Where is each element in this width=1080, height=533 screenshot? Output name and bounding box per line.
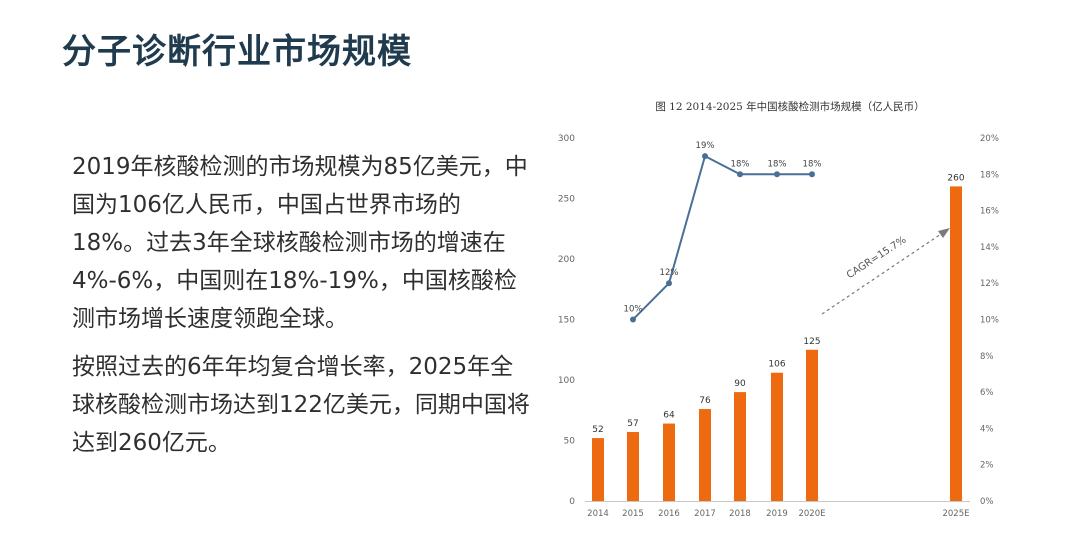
y-right-tick-label: 18% xyxy=(980,170,999,180)
growth-point xyxy=(666,280,672,287)
y-right-tick-label: 2% xyxy=(980,461,994,471)
y-left-tick-label: 150 xyxy=(558,316,575,326)
bar-value-label: 260 xyxy=(947,173,964,183)
bar xyxy=(806,349,818,501)
y-left-tick-label: 250 xyxy=(558,195,575,205)
cagr-arrow-line xyxy=(821,231,945,315)
growth-value-label: 18% xyxy=(803,159,822,169)
bar xyxy=(627,432,639,501)
x-tick-label: 2017 xyxy=(694,509,716,519)
x-tick-label: 2018 xyxy=(729,509,751,519)
chart-title: 图 12 2014-2025 年中国核酸检测市场规模（亿人民币） xyxy=(655,100,924,113)
growth-point xyxy=(630,316,636,323)
y-right-tick-label: 10% xyxy=(980,316,999,326)
paragraph-2: 按照过去的6年年均复合增长率，2025年全球核酸检测市场达到122亿美元，同期中… xyxy=(72,354,530,456)
cagr-arrow-head xyxy=(938,228,950,238)
bar-value-label: 125 xyxy=(803,337,820,347)
x-tick-label: 2020E xyxy=(798,509,825,519)
paragraph-1: 2019年核酸检测的市场规模为85亿美元，中国为106亿人民币，中国占世界市场的… xyxy=(72,154,528,332)
bar xyxy=(771,372,783,501)
bar xyxy=(734,392,746,501)
x-tick-label: 2025E xyxy=(942,509,969,519)
body-text: 2019年核酸检测的市场规模为85亿美元，中国为106亿人民币，中国占世界市场的… xyxy=(72,148,532,462)
y-left-tick-label: 300 xyxy=(558,134,575,144)
y-left-tick-label: 50 xyxy=(564,437,576,447)
y-right-tick-label: 6% xyxy=(980,388,994,398)
x-tick-label: 2014 xyxy=(587,509,609,519)
y-right-tick-label: 14% xyxy=(980,243,999,253)
page-title: 分子诊断行业市场规模 xyxy=(62,32,412,72)
growth-value-label: 18% xyxy=(731,159,750,169)
chart: 图 12 2014-2025 年中国核酸检测市场规模（亿人民币） 0 50 100 15… xyxy=(540,92,1070,528)
x-tick-label: 2015 xyxy=(622,509,644,519)
y-right-tick-label: 12% xyxy=(980,279,999,289)
x-tick-label: 2016 xyxy=(658,509,680,519)
growth-point xyxy=(737,171,743,178)
y-right-tick-label: 8% xyxy=(980,352,994,362)
y-right-tick-label: 0% xyxy=(980,497,994,507)
growth-value-label: 19% xyxy=(696,141,715,151)
growth-point xyxy=(774,171,780,178)
bar-value-label: 106 xyxy=(768,360,785,370)
growth-point xyxy=(702,153,708,160)
y-right-tick-label: 20% xyxy=(980,134,999,144)
growth-value-label: 10% xyxy=(624,305,643,315)
x-tick-label: 2019 xyxy=(766,509,788,519)
y-left-tick-label: 100 xyxy=(558,376,575,386)
y-right-tick-label: 4% xyxy=(980,424,994,434)
y-left-tick-label: 200 xyxy=(558,255,575,265)
growth-line xyxy=(632,154,812,321)
bar-value-label: 52 xyxy=(592,425,603,435)
y-left-tick-label: 0 xyxy=(569,497,575,507)
bar xyxy=(699,409,711,501)
bar-value-label: 76 xyxy=(699,396,711,406)
bar xyxy=(950,186,962,501)
y-right-tick-label: 16% xyxy=(980,207,999,217)
growth-value-label: 12% xyxy=(660,268,679,278)
bar-value-label: 64 xyxy=(663,411,675,421)
bar-value-label: 90 xyxy=(734,379,746,389)
growth-point xyxy=(809,171,815,178)
chart-svg: 图 12 2014-2025 年中国核酸检测市场规模（亿人民币） 0 50 100 15… xyxy=(558,100,999,519)
growth-value-label: 18% xyxy=(768,159,787,169)
bar-value-label: 57 xyxy=(627,419,638,429)
bar xyxy=(592,438,604,501)
bar xyxy=(663,423,675,501)
cagr-annotation: CAGR=15.7% xyxy=(845,235,908,282)
